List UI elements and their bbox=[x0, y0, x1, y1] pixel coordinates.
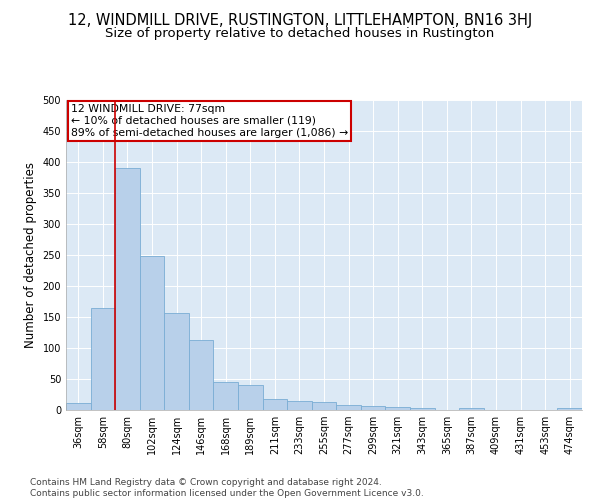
Bar bbox=[557, 408, 582, 410]
Bar bbox=[238, 385, 263, 410]
Text: 12, WINDMILL DRIVE, RUSTINGTON, LITTLEHAMPTON, BN16 3HJ: 12, WINDMILL DRIVE, RUSTINGTON, LITTLEHA… bbox=[68, 12, 532, 28]
Bar bbox=[164, 312, 189, 410]
Y-axis label: Number of detached properties: Number of detached properties bbox=[24, 162, 37, 348]
Bar bbox=[336, 405, 361, 410]
Bar bbox=[361, 406, 385, 410]
Bar bbox=[263, 399, 287, 410]
Bar bbox=[66, 402, 91, 410]
Text: Contains HM Land Registry data © Crown copyright and database right 2024.
Contai: Contains HM Land Registry data © Crown c… bbox=[30, 478, 424, 498]
Bar bbox=[287, 400, 312, 410]
Bar bbox=[189, 340, 214, 410]
Text: Size of property relative to detached houses in Rustington: Size of property relative to detached ho… bbox=[106, 28, 494, 40]
Bar bbox=[312, 402, 336, 410]
Bar bbox=[459, 408, 484, 410]
Text: 12 WINDMILL DRIVE: 77sqm
← 10% of detached houses are smaller (119)
89% of semi-: 12 WINDMILL DRIVE: 77sqm ← 10% of detach… bbox=[71, 104, 348, 138]
Bar bbox=[214, 382, 238, 410]
Bar bbox=[91, 308, 115, 410]
Bar bbox=[115, 168, 140, 410]
Bar bbox=[410, 408, 434, 410]
Bar bbox=[385, 407, 410, 410]
Bar bbox=[140, 256, 164, 410]
